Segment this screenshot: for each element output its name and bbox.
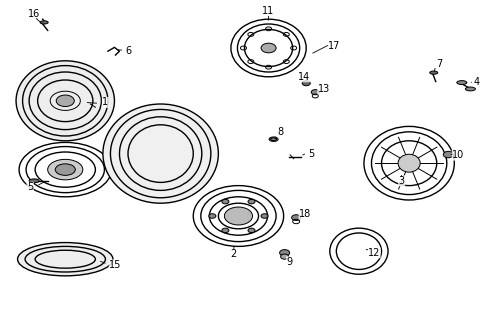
Ellipse shape (103, 104, 218, 203)
Ellipse shape (397, 154, 419, 172)
Text: 1: 1 (102, 97, 108, 108)
Text: 13: 13 (317, 84, 329, 94)
Ellipse shape (55, 164, 75, 175)
Ellipse shape (261, 214, 268, 218)
Text: 11: 11 (262, 6, 274, 16)
Ellipse shape (429, 71, 437, 74)
Ellipse shape (29, 179, 39, 183)
Text: 12: 12 (367, 248, 379, 258)
Text: 16: 16 (28, 9, 40, 20)
Text: 2: 2 (230, 249, 236, 260)
Text: 5: 5 (27, 182, 33, 192)
Text: 3: 3 (398, 176, 404, 186)
Ellipse shape (302, 81, 310, 86)
Ellipse shape (221, 199, 228, 204)
Text: 7: 7 (435, 59, 441, 69)
Text: 4: 4 (473, 76, 479, 87)
Ellipse shape (224, 207, 252, 225)
Ellipse shape (269, 137, 278, 141)
Ellipse shape (18, 243, 113, 276)
Text: 9: 9 (286, 257, 292, 267)
Text: 14: 14 (297, 72, 309, 82)
Ellipse shape (221, 228, 228, 233)
Ellipse shape (16, 61, 114, 141)
Text: 10: 10 (451, 150, 463, 160)
Ellipse shape (261, 43, 276, 53)
Ellipse shape (280, 254, 288, 259)
Ellipse shape (247, 199, 255, 204)
Ellipse shape (442, 151, 452, 158)
Ellipse shape (56, 95, 74, 107)
Ellipse shape (247, 228, 255, 233)
Text: 15: 15 (109, 260, 121, 270)
Text: 6: 6 (125, 46, 131, 56)
Text: 18: 18 (299, 209, 311, 220)
Ellipse shape (291, 215, 300, 220)
Ellipse shape (48, 159, 83, 180)
Text: 17: 17 (327, 41, 339, 52)
Ellipse shape (456, 81, 466, 84)
Ellipse shape (208, 214, 215, 218)
Ellipse shape (311, 90, 319, 95)
Ellipse shape (279, 250, 289, 256)
Text: 5: 5 (308, 148, 314, 159)
Ellipse shape (40, 21, 48, 24)
Text: 8: 8 (277, 127, 283, 137)
Ellipse shape (464, 87, 474, 91)
